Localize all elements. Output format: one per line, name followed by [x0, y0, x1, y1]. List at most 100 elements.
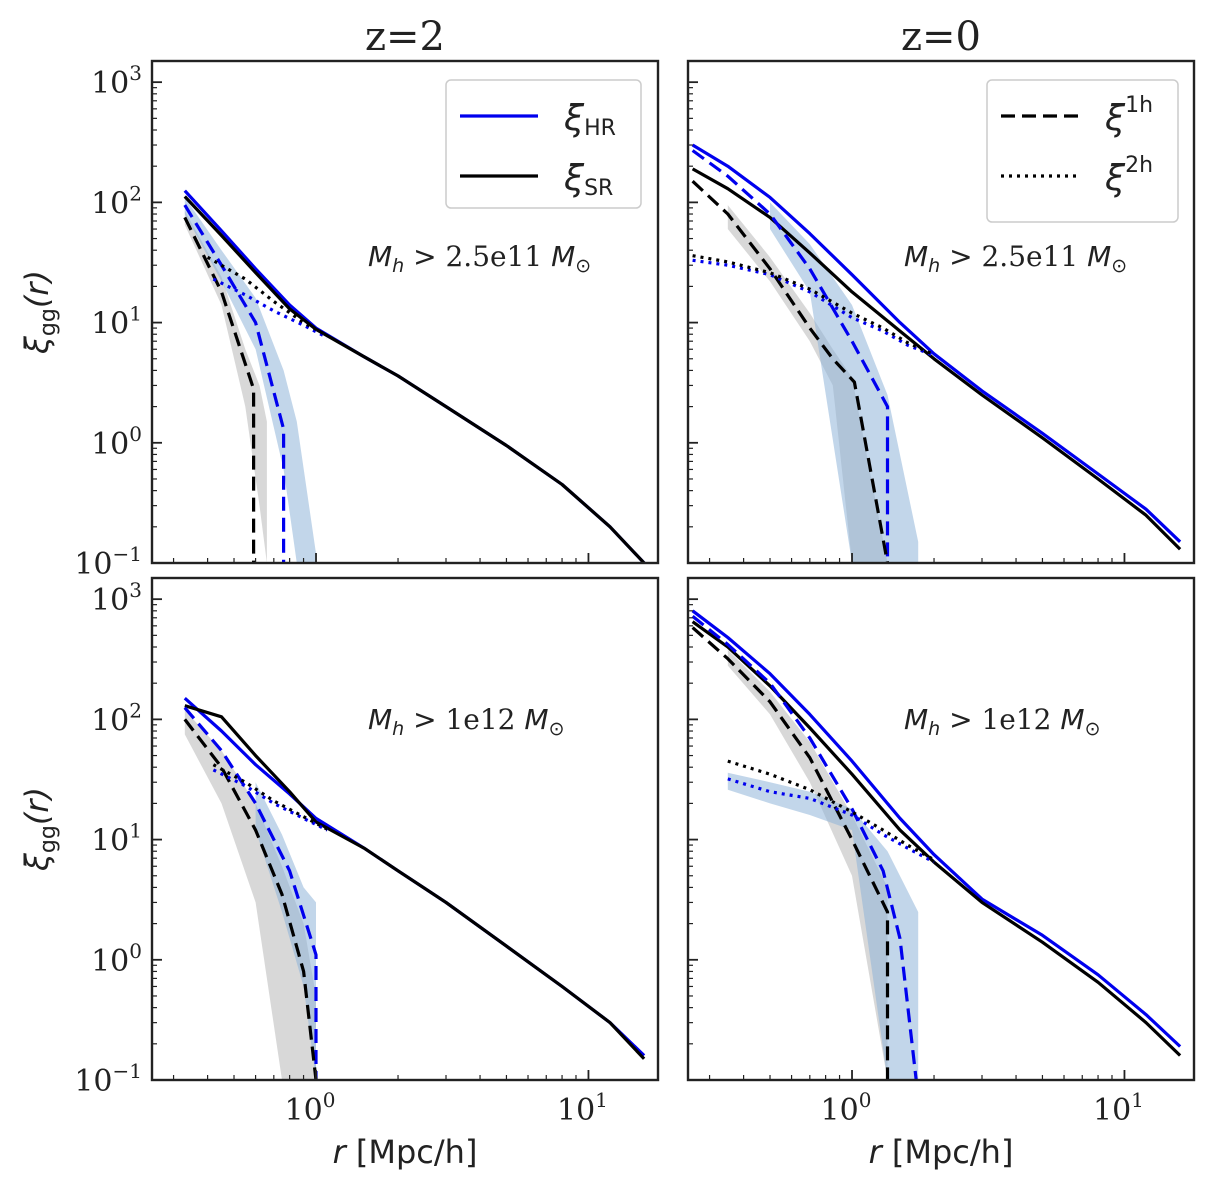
annot-var: M	[368, 703, 392, 736]
annot-value: 1e12	[981, 703, 1051, 736]
annot-sub: h	[392, 718, 404, 740]
series-line-hr-dashed	[183, 706, 318, 1080]
legend-label: ξSR	[563, 158, 613, 201]
legend-sub: SR	[584, 176, 613, 201]
y-tick-base: 10	[91, 186, 129, 221]
y-tick-label: 102	[91, 181, 142, 221]
x-axis-label: r [Mpc/h]	[869, 1133, 1014, 1171]
annot-unit: M	[1078, 240, 1111, 273]
annot-op: >	[940, 703, 981, 736]
x-label-unit: [Mpc/h]	[882, 1133, 1014, 1171]
annot-unit: M	[542, 240, 575, 273]
annot-unit: M	[1052, 703, 1085, 736]
annot-value: 2.5e11	[445, 240, 542, 273]
series-line-sr-dashed	[183, 718, 318, 1080]
x-tick-base: 10	[1093, 1093, 1131, 1128]
series-line-hr-dashed	[183, 204, 286, 563]
legend-symbol: ξ	[1104, 158, 1126, 199]
y-tick-label: 10−1	[74, 542, 142, 582]
error-band-sr-band	[184, 709, 316, 1080]
series-line-hr-solid	[691, 143, 1182, 543]
mass-cut-annotation: Mh > 2.5e11 M⊙	[368, 240, 591, 277]
panel-frame	[686, 576, 1196, 1082]
y-axis-label: ξgg(r)	[18, 787, 61, 872]
legend-label: ξHR	[563, 98, 616, 141]
annot-unit-sub: ⊙	[549, 718, 565, 740]
x-tick-exponent: 0	[859, 1088, 872, 1112]
series-line-sr-dashed	[691, 626, 890, 1080]
y-tick-base: 10	[91, 944, 129, 979]
x-tick-exponent: 1	[1131, 1088, 1144, 1112]
x-tick-label: 101	[557, 1088, 608, 1128]
y-tick-base: 10	[91, 307, 129, 342]
legend-symbol: ξ	[563, 98, 585, 139]
x-tick-label: 101	[1093, 1088, 1144, 1128]
mass-cut-annotation: Mh > 1e12 M⊙	[368, 703, 564, 740]
y-tick-exponent: 3	[129, 61, 142, 85]
annot-unit-sub: ⊙	[1111, 255, 1127, 277]
annot-op: >	[404, 703, 445, 736]
error-band-hr-band	[770, 202, 919, 563]
x-tick-base: 10	[557, 1093, 595, 1128]
annot-value: 2.5e11	[981, 240, 1078, 273]
plot-area-z2-low	[183, 189, 646, 563]
y-tick-label: 102	[91, 698, 142, 738]
y-label-xi: ξ	[18, 335, 56, 355]
series-line-sr-dashed	[691, 180, 890, 563]
y-tick-label: 103	[91, 61, 142, 101]
x-tick-base: 10	[821, 1093, 859, 1128]
plot-area-z2-high	[183, 697, 646, 1080]
x-label-r: r	[333, 1133, 348, 1171]
y-label-arg: (r)	[18, 787, 56, 825]
plot-area-z0-low	[691, 143, 1182, 563]
series-line-sr-dotted	[212, 763, 329, 831]
y-tick-exponent: 0	[129, 422, 142, 446]
error-band-hr-band	[184, 197, 316, 563]
series-line-sr-solid	[691, 167, 1182, 551]
x-tick-label: 100	[285, 1088, 336, 1128]
mass-cut-annotation: Mh > 2.5e11 M⊙	[904, 240, 1127, 277]
y-tick-label: 100	[91, 422, 142, 462]
series-line-sr-dashed	[183, 216, 256, 563]
annot-var: M	[904, 703, 928, 736]
legend-sub: HR	[584, 116, 616, 141]
annot-var: M	[368, 240, 392, 273]
legend-symbol: ξ	[1104, 98, 1126, 139]
legend-label: ξ1h	[1104, 93, 1153, 139]
y-tick-exponent: 2	[129, 181, 142, 205]
y-tick-base: 10	[91, 703, 129, 738]
annot-sub: h	[392, 255, 404, 277]
y-axis-label: ξgg(r)	[18, 270, 61, 355]
y-tick-base: 10	[91, 427, 129, 462]
annot-sub: h	[928, 255, 940, 277]
error-band-sr-band	[184, 210, 267, 563]
y-tick-exponent: 0	[129, 939, 142, 963]
y-tick-exponent: 1	[129, 302, 142, 326]
y-tick-label: 101	[91, 819, 142, 859]
legend-sup: 1h	[1125, 93, 1153, 118]
x-tick-exponent: 0	[323, 1088, 336, 1112]
y-tick-base: 10	[91, 583, 129, 618]
y-tick-base: 10	[91, 66, 129, 101]
y-tick-base: 10	[91, 824, 129, 859]
column-title: z=0	[901, 14, 981, 60]
annot-op: >	[940, 240, 981, 273]
panel-frame	[150, 59, 660, 565]
error-band-hr-band	[727, 772, 919, 1080]
y-tick-label: 10−1	[74, 1059, 142, 1099]
x-axis-label: r [Mpc/h]	[333, 1133, 478, 1171]
x-tick-label: 100	[821, 1088, 872, 1128]
annot-op: >	[404, 240, 445, 273]
series-line-sr-solid	[184, 704, 646, 1060]
panel-frame	[686, 59, 1196, 565]
y-label-xi: ξ	[18, 852, 56, 872]
annot-unit-sub: ⊙	[575, 255, 591, 277]
x-tick-base: 10	[285, 1093, 323, 1128]
x-label-r: r	[869, 1133, 884, 1171]
y-tick-label: 101	[91, 302, 142, 342]
error-band-sr-band	[727, 649, 888, 1080]
y-label-sub: gg	[36, 308, 61, 336]
